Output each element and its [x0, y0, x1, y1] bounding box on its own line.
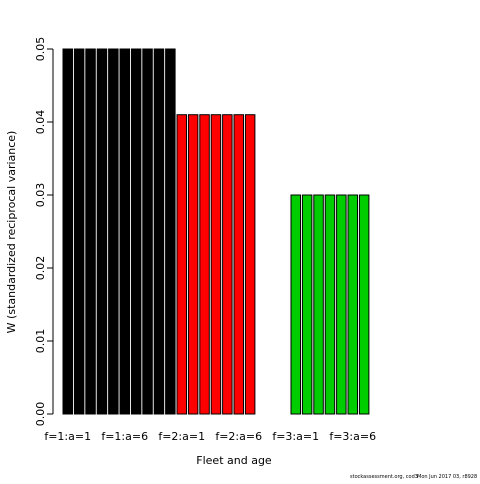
- bar: [119, 48, 131, 415]
- y-axis-label: W (standardized reciprocal variance): [5, 131, 18, 334]
- x-tick-label: f=2:a=1: [158, 430, 205, 443]
- bar: [358, 194, 370, 415]
- bar: [324, 194, 336, 415]
- x-tick-label: f=3:a=1: [272, 430, 319, 443]
- bar: [336, 194, 347, 415]
- bar: [301, 194, 313, 415]
- bar: [142, 48, 153, 415]
- footer: stockassessment.org, cod3: [350, 474, 418, 480]
- bar: [153, 48, 165, 415]
- bar: [130, 48, 142, 415]
- bar: [187, 114, 199, 415]
- y-tick-label: 0.04: [34, 110, 47, 135]
- bar: [244, 114, 256, 415]
- y-tick-label: 0.03: [34, 183, 47, 208]
- x-tick-label: f=3:a=6: [329, 430, 376, 443]
- x-axis-label: Fleet and age: [196, 454, 272, 467]
- y-tick-label: 0.01: [34, 329, 47, 354]
- y-tick-label: 0.00: [34, 402, 47, 427]
- x-tick-label: f=1:a=6: [101, 430, 148, 443]
- bar: [347, 194, 358, 415]
- bar: [85, 48, 96, 415]
- bar: [222, 114, 233, 415]
- bar: [62, 48, 74, 415]
- bar: [290, 194, 301, 415]
- bar: [199, 114, 210, 415]
- bar: [96, 48, 108, 415]
- y-tick-label: 0.02: [34, 256, 47, 281]
- footer: Mon Jun 2017 03, r8928: [417, 474, 477, 480]
- bar: [210, 114, 222, 415]
- bar: [233, 114, 245, 415]
- bar: [165, 48, 176, 415]
- bar: [313, 194, 324, 415]
- bar: [73, 48, 85, 415]
- x-tick-label: f=2:a=6: [215, 430, 262, 443]
- bar: [176, 114, 188, 415]
- bar: [108, 48, 119, 415]
- x-tick-label: f=1:a=1: [44, 430, 91, 443]
- y-tick-label: 0.05: [34, 37, 47, 62]
